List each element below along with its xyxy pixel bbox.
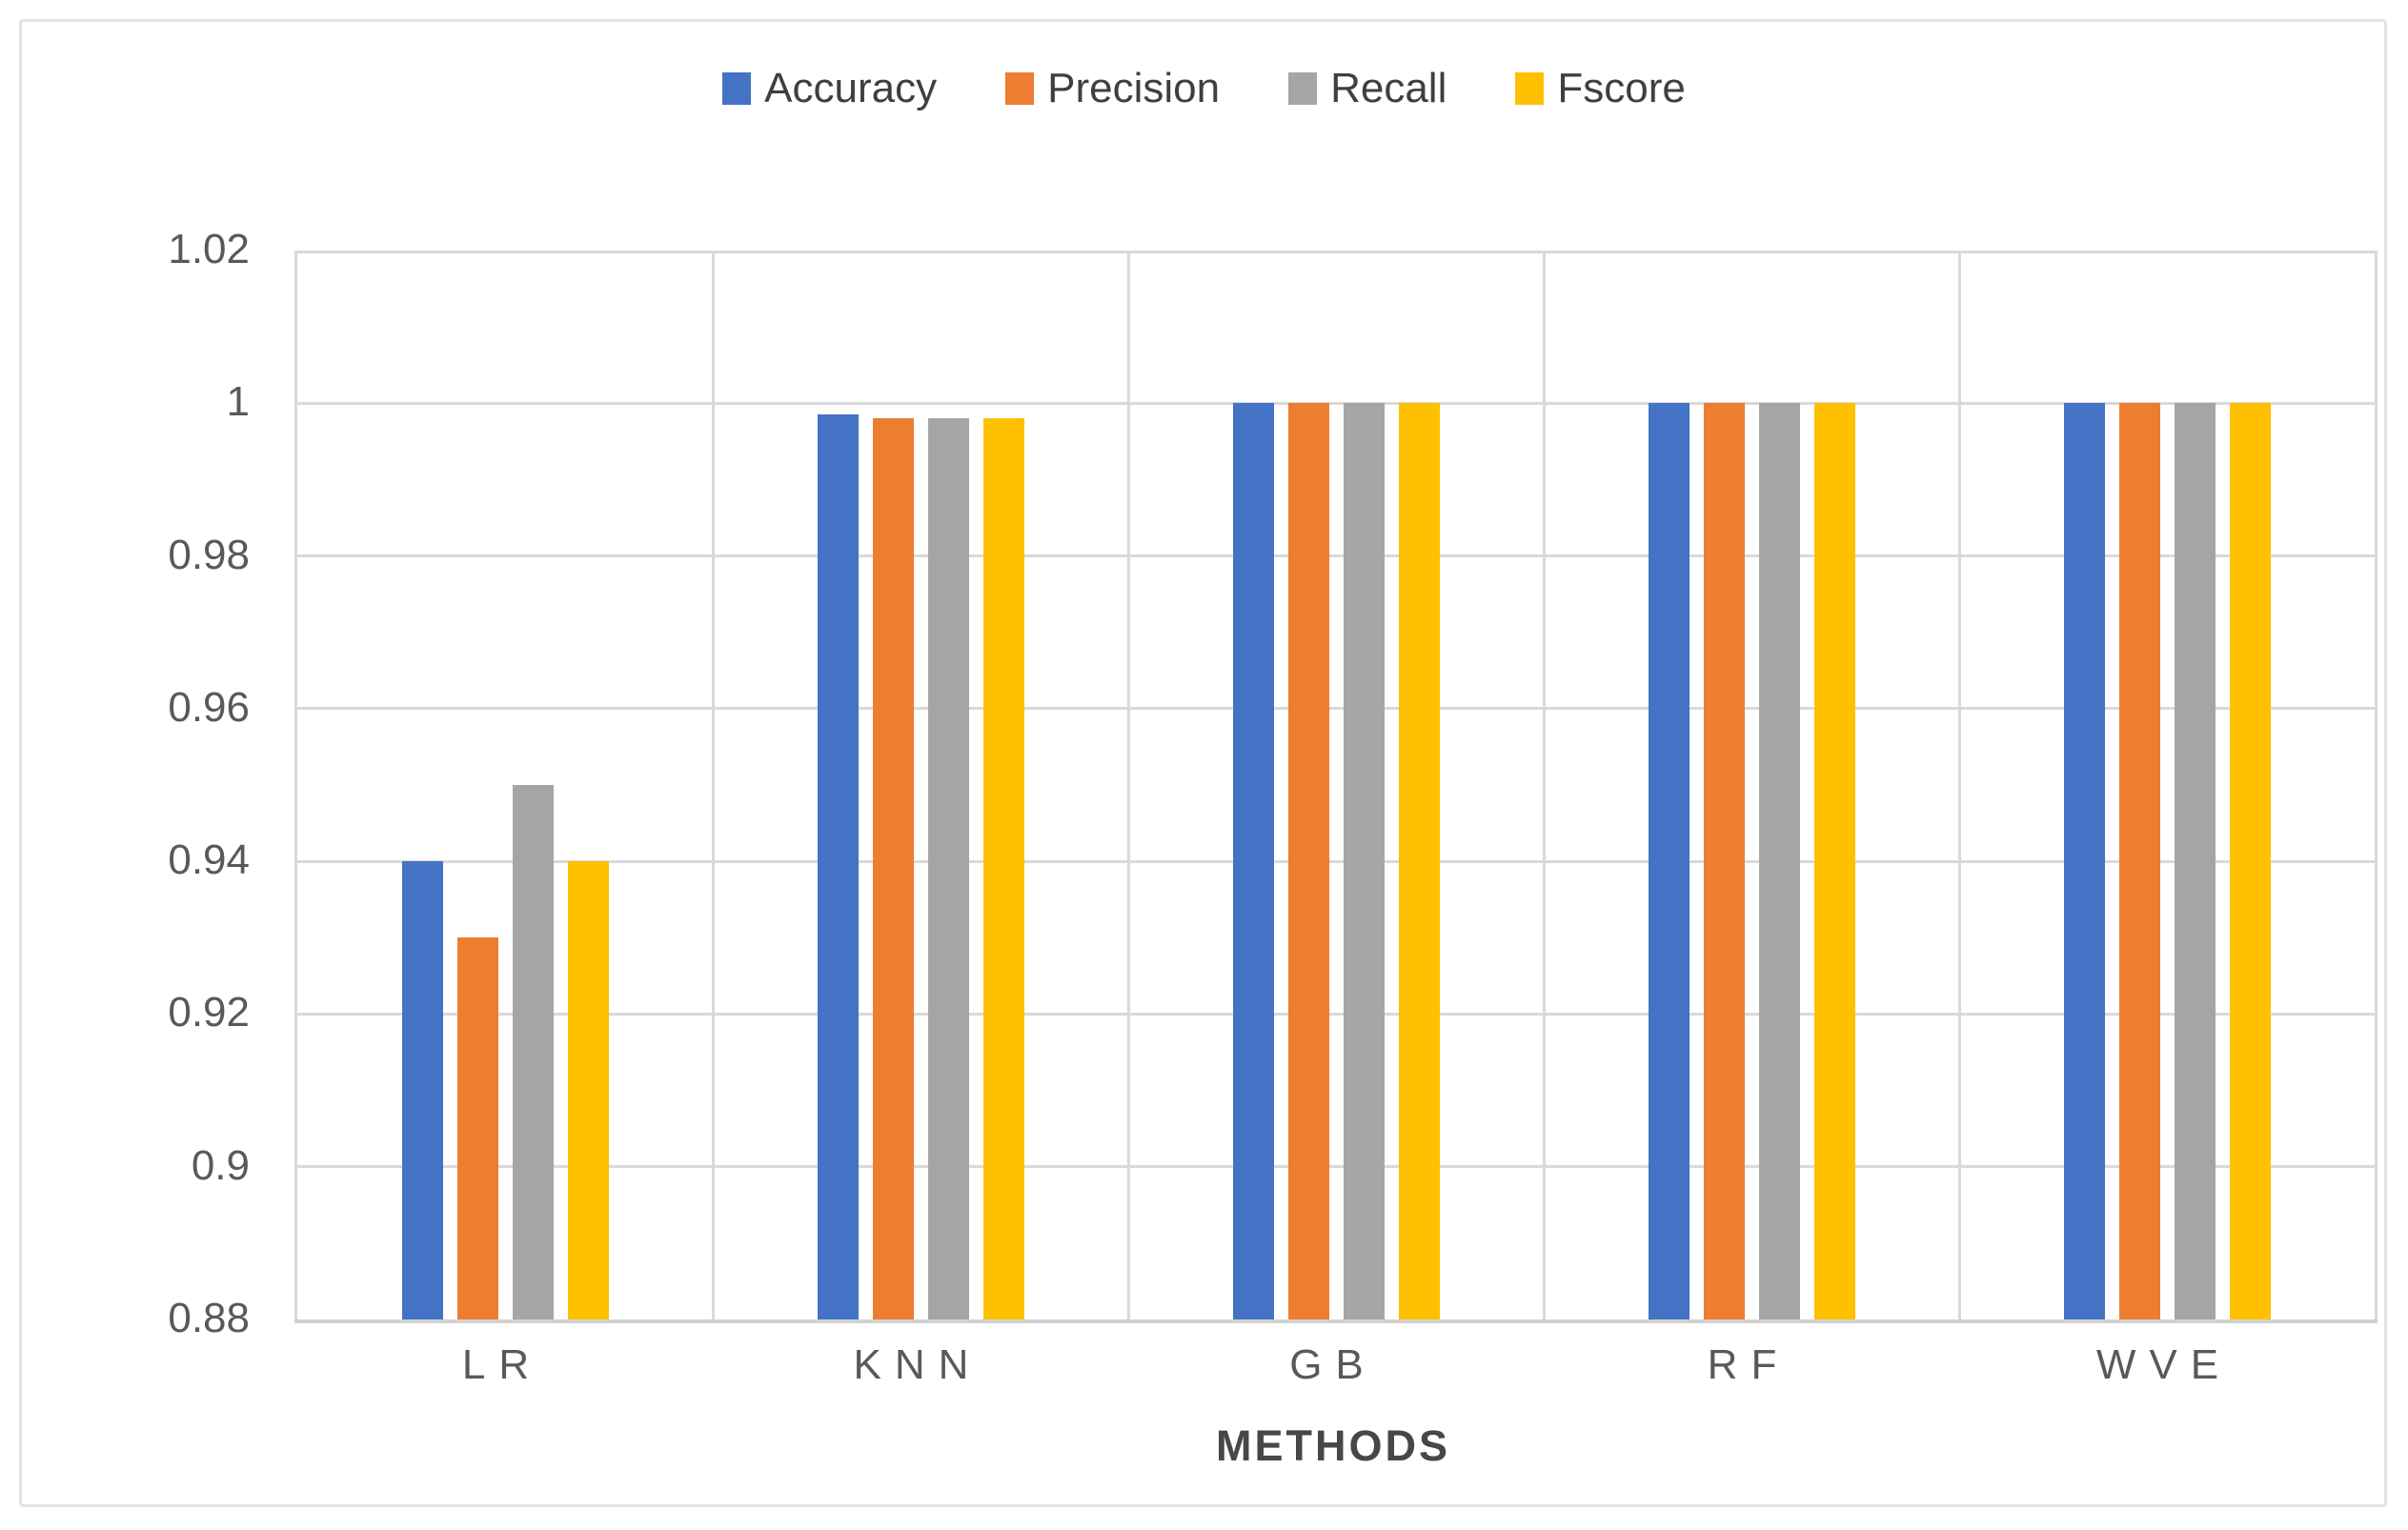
bar-wve-fscore	[2229, 403, 2271, 1319]
category-separator	[1126, 251, 1130, 1319]
bar-lr-recall	[512, 785, 554, 1319]
y-tick-label: 1.02	[168, 226, 250, 272]
bar-gb-precision	[1287, 403, 1329, 1319]
x-tick-label-rf: RF	[1707, 1341, 1791, 1388]
gridline	[297, 554, 2375, 558]
legend-item-recall: Recall	[1288, 65, 1447, 112]
x-axis-line	[294, 1319, 2378, 1323]
legend-swatch-precision	[1005, 72, 1035, 105]
legend-label: Precision	[1047, 65, 1221, 111]
y-tick-label: 0.9	[191, 1141, 250, 1189]
bar-lr-fscore	[567, 861, 609, 1319]
category-separator	[711, 251, 715, 1319]
gridline	[297, 859, 2375, 863]
y-tick-label: 0.92	[168, 989, 250, 1037]
bar-gb-accuracy	[1232, 403, 1274, 1319]
bar-wve-recall	[2174, 403, 2216, 1319]
bar-knn-fscore	[982, 418, 1024, 1319]
y-tick-label: 1	[226, 378, 250, 426]
bar-gb-fscore	[1398, 403, 1440, 1319]
category-separator	[1957, 251, 1961, 1319]
bar-rf-fscore	[1813, 403, 1855, 1319]
bar-rf-accuracy	[1648, 403, 1690, 1319]
bar-knn-recall	[927, 418, 969, 1319]
legend-item-precision: Precision	[1005, 65, 1220, 112]
legend-label: Fscore	[1557, 65, 1686, 111]
gridline	[297, 707, 2375, 711]
y-tick-label: 0.98	[168, 531, 250, 578]
bar-rf-recall	[1758, 403, 1800, 1319]
bar-lr-precision	[456, 937, 498, 1319]
gridline	[297, 401, 2375, 405]
x-tick-label-knn: KNN	[853, 1341, 982, 1388]
legend-swatch-recall	[1288, 72, 1318, 105]
legend-swatch-fscore	[1515, 72, 1545, 105]
legend-item-accuracy: Accuracy	[722, 65, 937, 112]
plot-area	[294, 251, 2378, 1323]
bar-gb-recall	[1343, 403, 1385, 1319]
legend-item-fscore: Fscore	[1515, 65, 1686, 112]
y-tick-label: 0.88	[168, 1295, 250, 1341]
category-separator	[1542, 251, 1546, 1319]
bar-knn-precision	[872, 418, 914, 1319]
legend-label: Accuracy	[764, 65, 938, 111]
x-tick-label-wve: WVE	[2095, 1341, 2233, 1388]
bar-rf-precision	[1703, 403, 1745, 1319]
x-tick-label-gb: GB	[1289, 1341, 1377, 1388]
bar-wve-precision	[2118, 403, 2160, 1319]
legend-label: Recall	[1330, 65, 1447, 111]
bar-lr-accuracy	[401, 861, 443, 1319]
gridline	[297, 251, 2375, 253]
chart-legend: Accuracy Precision Recall Fscore	[0, 65, 2408, 112]
bar-knn-accuracy	[817, 414, 859, 1319]
gridline	[297, 1165, 2375, 1169]
y-tick-label: 0.96	[168, 683, 250, 731]
legend-swatch-accuracy	[722, 72, 752, 105]
bar-wve-accuracy	[2063, 403, 2105, 1319]
gridline	[297, 1012, 2375, 1016]
x-tick-label-lr: LR	[461, 1341, 543, 1388]
y-tick-label: 0.94	[168, 836, 250, 884]
x-axis-title: METHODS	[1216, 1421, 1450, 1470]
